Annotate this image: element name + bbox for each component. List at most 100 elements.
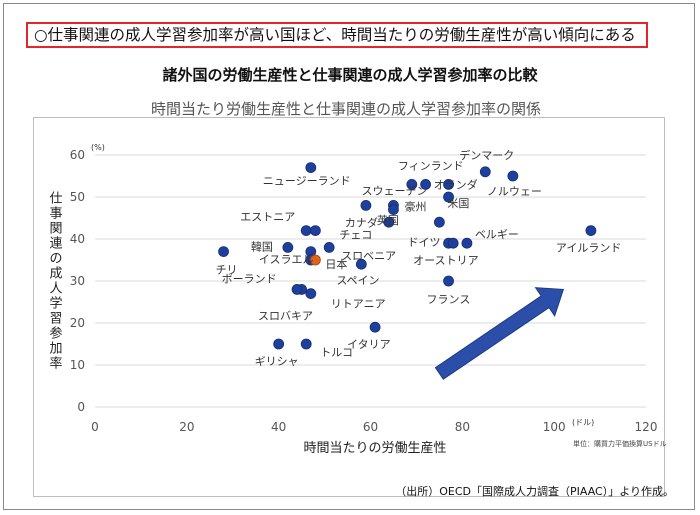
point-label: ポーランド [222, 272, 277, 285]
point-label: イスラエル [259, 253, 314, 266]
x-tick-label: 40 [271, 420, 286, 434]
data-point [305, 162, 317, 174]
x-tick-label: 60 [363, 420, 378, 434]
y-axis-label-char: 率 [49, 356, 62, 372]
point-label: 英国 [377, 213, 399, 227]
point-label: 豪州 [404, 199, 426, 213]
point-label: カナダ [345, 215, 378, 229]
y-axis-label-char: 連 [49, 237, 62, 252]
data-point [218, 246, 229, 258]
y-tick-label: 30 [70, 274, 85, 288]
y-axis-label: 仕事関連の成人学習参加率 [49, 192, 62, 372]
point-label: スペイン [336, 274, 379, 287]
data-point [461, 237, 473, 249]
point-label: チリ [216, 264, 238, 277]
x-tick-label: 120 [635, 420, 658, 434]
point-label: 米国 [447, 197, 469, 210]
data-point [479, 166, 491, 178]
y-tick-label: 50 [70, 190, 85, 204]
x-tick-label: 0 [91, 420, 99, 434]
data-point [369, 321, 381, 333]
data-point [406, 178, 418, 190]
x-tick-labels: 0 20 40 60 80 100 120 [91, 420, 657, 434]
data-point [273, 338, 285, 350]
data-point [388, 204, 399, 216]
point-label: 韓国 [251, 240, 273, 253]
point-label: アイルランド [556, 242, 621, 255]
trend-arrow-shape [434, 287, 565, 380]
gridlines [95, 154, 646, 408]
point-label: オランダ [434, 177, 478, 191]
trend-arrow [434, 287, 565, 380]
y-tick-labels: 0 10 20 30 40 50 60 [70, 148, 85, 414]
point-label: ギリシャ [255, 355, 299, 368]
data-point [323, 241, 335, 253]
point-label: オーストリア [413, 254, 478, 267]
x-tick-label: 20 [179, 420, 194, 434]
y-axis-label-char: 学 [49, 296, 62, 312]
data-point [447, 237, 459, 249]
point-label: ニュージーランド [263, 175, 351, 188]
y-axis-label-char: 仕 [49, 192, 62, 207]
y-axis-label-char: 参 [49, 326, 62, 342]
y-tick-label: 0 [77, 400, 85, 414]
point-label: スロバキア [258, 309, 313, 322]
x-tick-label: 80 [455, 420, 470, 434]
main-title: 諸外国の労働生産性と仕事関連の成人学習参加率の比較 [162, 66, 538, 84]
y-tick-label: 20 [70, 316, 85, 330]
y-axis-label-char: 事 [49, 207, 62, 222]
data-point [291, 283, 303, 295]
data-point [443, 275, 454, 287]
data-point [282, 241, 294, 253]
data-point [507, 170, 519, 182]
point-label: リトアニア [331, 298, 386, 311]
y-tick-label: 10 [70, 358, 85, 372]
data-point-japan [309, 254, 321, 266]
point-label: フィンランド [398, 159, 464, 172]
point-label: フランス [427, 293, 471, 306]
point-label: ベルギー [475, 228, 519, 241]
point-label: ノルウェー [487, 185, 542, 198]
data-point [360, 199, 372, 211]
data-point [443, 178, 454, 190]
x-unit-label: (ドル) [572, 418, 594, 427]
chart-frame [33, 117, 665, 497]
data-point [383, 216, 395, 228]
data-point [300, 338, 312, 350]
y-axis-label-char: 加 [49, 342, 62, 357]
point-label: イタリア [347, 338, 391, 351]
data-point [443, 191, 454, 203]
slide-frame [3, 3, 695, 510]
x-tick-label: 100 [543, 420, 566, 434]
y-axis-label-char: の [49, 252, 62, 267]
point-label: エストニア [240, 211, 295, 224]
point-label: スウェーデン [362, 183, 428, 197]
data-point [305, 288, 317, 300]
data-point [585, 225, 597, 237]
point-label: チェコ [339, 229, 372, 242]
data-point [300, 225, 312, 237]
point-label: 日本 [325, 257, 347, 271]
unit-note: 単位：購買力平価換算USドル [573, 439, 667, 448]
y-axis-label-char: 習 [49, 312, 62, 327]
data-point [433, 216, 445, 228]
point-label: トルコ [320, 346, 353, 359]
data-point [355, 258, 367, 270]
y-unit-label: (%) [91, 143, 105, 152]
data-points [218, 162, 597, 350]
y-tick-label: 40 [70, 232, 85, 246]
data-point [420, 178, 432, 190]
point-label: デンマーク [459, 148, 514, 162]
point-label: ドイツ [408, 236, 441, 249]
data-point [309, 225, 321, 237]
x-axis-label: 時間当たりの労働生産性 [303, 440, 446, 456]
source-note: （出所）OECD「国際成人力調査（PIAAC）」より作成。 [395, 485, 674, 498]
chart-title: 時間当たり労働生産性と仕事関連の成人学習参加率の関係 [151, 100, 541, 118]
y-tick-label: 60 [70, 148, 85, 162]
trend-arrow-body [434, 287, 565, 380]
y-axis-label-char: 人 [49, 282, 62, 297]
y-axis-label-char: 関 [49, 222, 62, 237]
y-axis-label-char: 成 [49, 267, 62, 282]
